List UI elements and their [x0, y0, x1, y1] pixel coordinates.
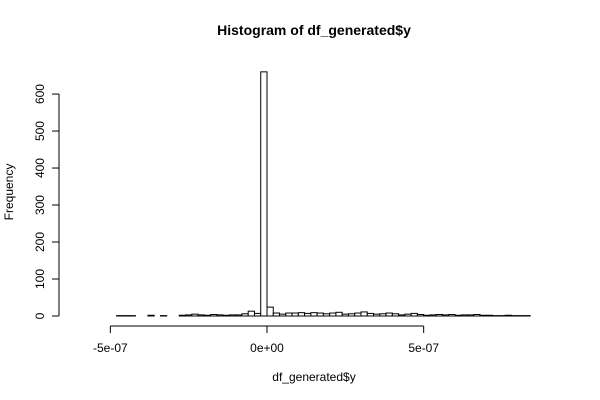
histogram-bar [416, 314, 425, 317]
y-tick-label: 300 [33, 195, 47, 215]
x-tick-label: 0e+00 [250, 341, 284, 355]
chart-title: Histogram of df_generated$y [217, 22, 411, 38]
histogram-bar [448, 314, 456, 317]
y-tick-label: 600 [33, 84, 47, 104]
histogram-bar [441, 314, 450, 317]
histogram-bar [272, 312, 281, 317]
histogram-bar [360, 311, 368, 317]
histogram-bar [354, 312, 362, 317]
histogram-bar [341, 313, 349, 317]
histogram-bar [228, 314, 237, 317]
histogram-bar [366, 312, 375, 317]
histogram-bar [260, 71, 268, 317]
y-tick-label: 400 [33, 158, 47, 178]
histogram-bar [329, 312, 337, 317]
y-axis: 0 100 200 300 400 500 600 [33, 84, 60, 319]
histogram-bar [266, 306, 274, 317]
y-axis-label: Frequency [2, 164, 16, 221]
histogram-bar [222, 314, 230, 317]
histogram-bar [485, 314, 494, 317]
y-tick-label: 500 [33, 121, 47, 141]
histogram-bar [241, 313, 249, 317]
histogram-bar [297, 312, 306, 317]
histogram-bar [404, 313, 412, 317]
histogram-bar [473, 314, 481, 317]
histogram-bars [116, 71, 531, 317]
histogram-bar [291, 312, 299, 317]
x-axis-label: df_generated$y [272, 370, 355, 384]
histogram-bar [147, 314, 155, 317]
histogram-bar [322, 313, 331, 317]
histogram-bar [185, 314, 193, 317]
histogram-bar [316, 312, 324, 317]
histogram-bar [429, 314, 437, 317]
histogram-bar [335, 311, 343, 317]
histogram-bar [197, 314, 205, 317]
histogram-bar [191, 313, 199, 317]
histogram-bar [210, 314, 218, 317]
histogram-bar [454, 314, 462, 317]
histogram-bar [203, 314, 212, 317]
histogram-bar [304, 312, 312, 317]
histogram-bar [253, 312, 262, 317]
histogram-bar [373, 313, 381, 317]
histogram-bar [435, 314, 443, 317]
histogram-bar [379, 313, 387, 317]
x-axis: -5e-07 0e+00 5e-07 [93, 325, 439, 355]
histogram-bar [423, 314, 431, 317]
histogram-bar [285, 312, 293, 317]
histogram-bar [467, 314, 475, 317]
x-tick-label: 5e-07 [408, 341, 439, 355]
y-tick-label: 200 [33, 232, 47, 252]
y-tick-label: 100 [33, 269, 47, 289]
histogram-bar [310, 312, 318, 317]
histogram-bar [410, 312, 418, 317]
histogram-bar [398, 314, 406, 317]
x-tick-label: -5e-07 [93, 341, 128, 355]
histogram-bar [235, 314, 243, 317]
histogram-bar [479, 314, 487, 317]
histogram-bar [347, 313, 356, 317]
histogram-bar [279, 313, 287, 317]
histogram-bar [247, 310, 255, 317]
y-tick-label: 0 [33, 312, 47, 319]
histogram-bar [178, 314, 187, 317]
histogram-bar [504, 314, 512, 317]
histogram-bar [385, 312, 393, 317]
histogram-bar [460, 314, 469, 317]
histogram-bar [216, 314, 224, 317]
histogram-bar [391, 313, 400, 317]
